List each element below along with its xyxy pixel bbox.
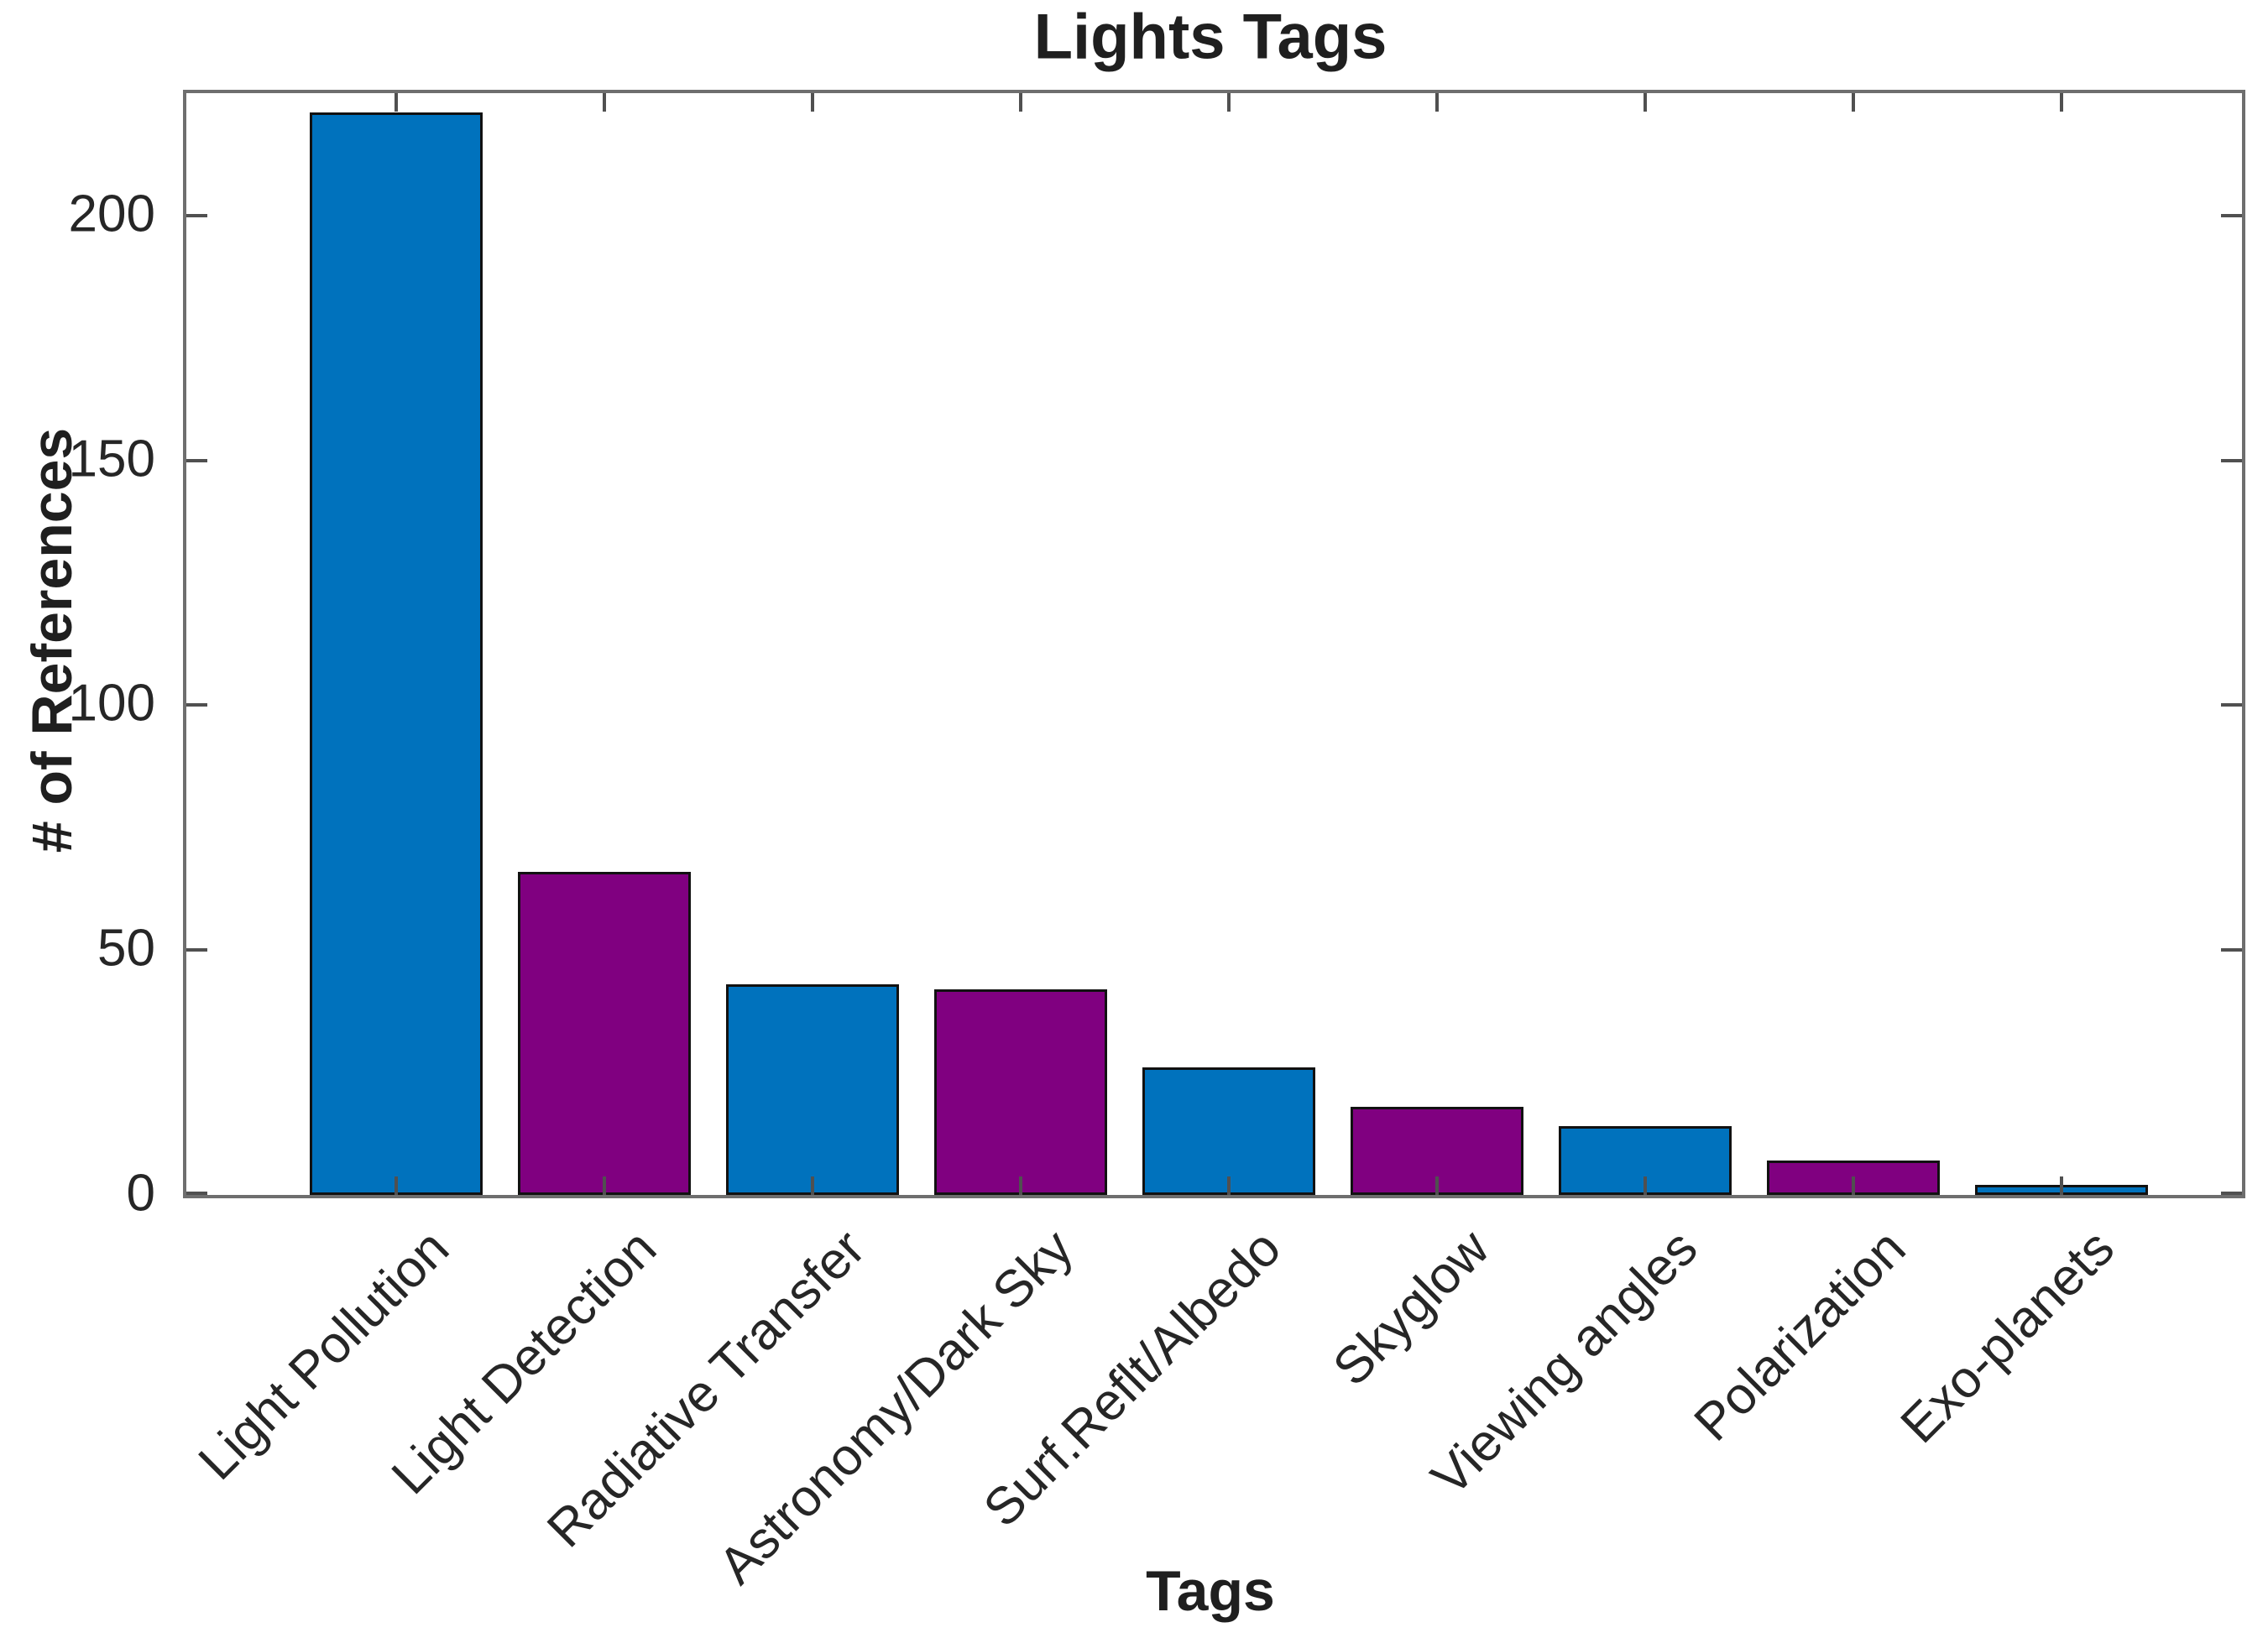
- y-tick-right-mark: [2221, 948, 2242, 952]
- x-tick-bottom-mark: [1644, 1176, 1647, 1195]
- y-tick-left-mark: [186, 213, 207, 217]
- y-tick-left-mark: [186, 703, 207, 707]
- x-tick-top-mark: [1435, 93, 1439, 112]
- x-tick-bottom-mark: [811, 1176, 814, 1195]
- y-tick-label-200: 200: [68, 185, 155, 243]
- y-tick-right-mark: [2221, 703, 2242, 707]
- x-tick-label-astronomy-dark-sky: Astronomy/Dark Sky: [708, 1218, 1084, 1596]
- x-tick-top-mark: [1227, 93, 1231, 112]
- y-tick-right-mark: [2221, 1192, 2242, 1195]
- x-tick-label-exo-planets: Exo-planets: [1889, 1218, 2125, 1455]
- y-tick-left-mark: [186, 948, 207, 952]
- y-tick-left-mark: [186, 458, 207, 462]
- x-tick-top-mark: [1019, 93, 1022, 112]
- bar-light-detection: [518, 871, 691, 1195]
- x-tick-label-skyglow: Skyglow: [1322, 1218, 1501, 1397]
- bar-surf-reflt-albedo: [1142, 1067, 1315, 1195]
- x-tick-top-mark: [1852, 93, 1855, 112]
- x-tick-bottom-mark: [395, 1176, 398, 1195]
- x-tick-bottom-mark: [2060, 1176, 2063, 1195]
- y-tick-left-mark: [186, 1192, 207, 1195]
- x-tick-top-mark: [395, 93, 398, 112]
- bar-astronomy-dark-sky: [934, 989, 1107, 1195]
- x-tick-bottom-mark: [603, 1176, 606, 1195]
- x-tick-top-mark: [2060, 93, 2063, 112]
- y-tick-label-50: 50: [97, 919, 155, 978]
- bar-light-pollution: [310, 112, 483, 1195]
- y-tick-right-mark: [2221, 213, 2242, 217]
- bar-radiative-transfer: [726, 983, 899, 1195]
- y-axis-label: # of References: [20, 427, 84, 853]
- plot-area: [183, 90, 2245, 1198]
- y-tick-label-0: 0: [126, 1164, 155, 1223]
- x-tick-top-mark: [603, 93, 606, 112]
- x-tick-label-polarization: Polarization: [1683, 1218, 1917, 1453]
- x-tick-bottom-mark: [1435, 1176, 1439, 1195]
- x-tick-top-mark: [1644, 93, 1647, 112]
- y-tick-right-mark: [2221, 458, 2242, 462]
- chart-title: Lights Tags: [1033, 1, 1387, 73]
- x-tick-bottom-mark: [1852, 1176, 1855, 1195]
- x-tick-bottom-mark: [1227, 1176, 1231, 1195]
- x-tick-bottom-mark: [1019, 1176, 1022, 1195]
- x-axis-label: Tags: [1146, 1559, 1275, 1623]
- y-tick-label-150: 150: [68, 430, 155, 488]
- x-tick-top-mark: [811, 93, 814, 112]
- y-tick-label-100: 100: [68, 674, 155, 733]
